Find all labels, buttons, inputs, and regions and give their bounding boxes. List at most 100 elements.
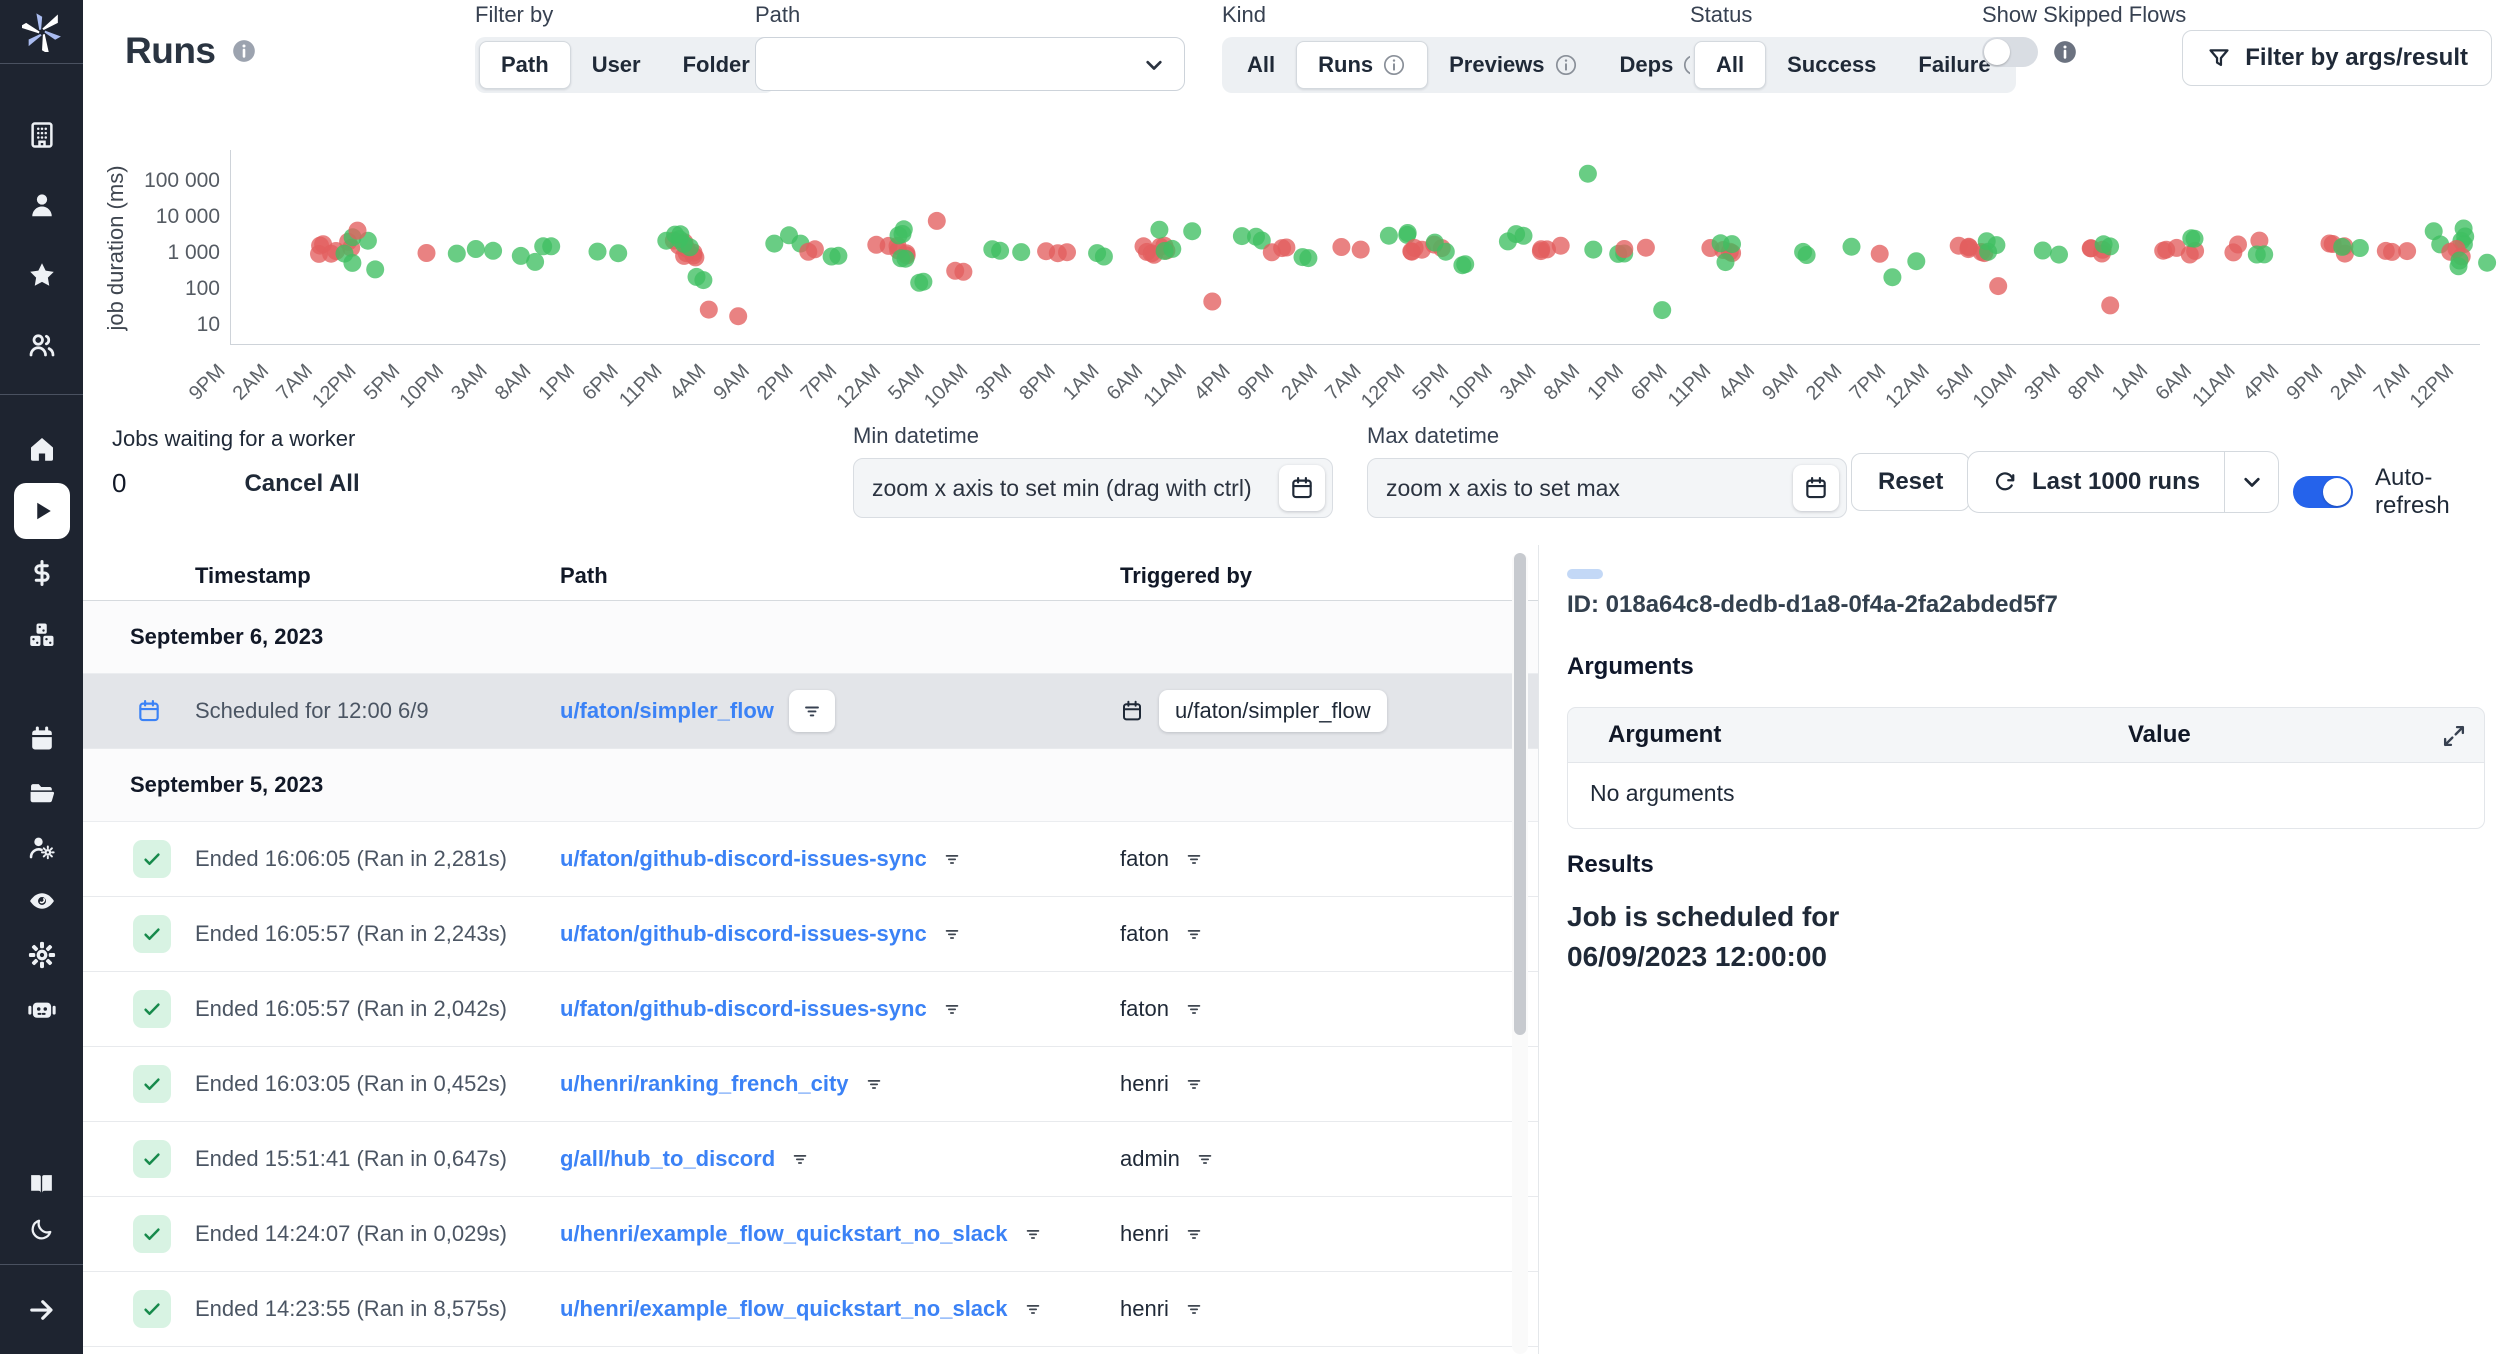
sidebar-item-home[interactable] <box>0 418 83 480</box>
last-runs-button[interactable]: Last 1000 runs <box>1968 452 2224 512</box>
svg-text:3AM: 3AM <box>447 360 492 405</box>
info-icon[interactable] <box>1554 53 1578 77</box>
info-icon[interactable] <box>1382 53 1406 77</box>
sidebar-item-users[interactable] <box>0 310 83 380</box>
run-row[interactable]: Ended 14:24:07 (Ran in 0,029s) u/henri/ex… <box>83 1197 1538 1272</box>
svg-text:8PM: 8PM <box>2064 360 2109 405</box>
max-datetime-input[interactable] <box>1368 459 1846 517</box>
filter-by-option-folder[interactable]: Folder <box>662 41 771 89</box>
filter-by-path-icon[interactable] <box>864 1074 884 1094</box>
filter-by-path-button[interactable] <box>788 690 835 732</box>
status-label: Status <box>1690 2 1753 27</box>
kind-option-runs[interactable]: Runs <box>1296 41 1429 89</box>
kind-option-previews[interactable]: Previews <box>1428 41 1598 89</box>
svg-text:10AM: 10AM <box>1969 360 2022 413</box>
filter-by-user-icon[interactable] <box>1184 924 1204 944</box>
path-select[interactable] <box>755 37 1185 91</box>
run-path-link[interactable]: g/all/hub_to_discord <box>560 1146 776 1171</box>
run-path-link[interactable]: u/faton/simpler_flow <box>560 698 774 723</box>
run-path-link[interactable]: u/faton/github-discord-issues-sync <box>560 846 927 871</box>
run-path-link[interactable]: u/faton/github-discord-issues-sync <box>560 921 927 946</box>
run-row[interactable]: Ended 15:51:41 (Ran in 0,647s) g/all/hub_… <box>83 1122 1538 1197</box>
filter-bars-icon <box>801 700 823 722</box>
arguments-table-header: Argument Value <box>1567 707 2485 763</box>
run-path-link[interactable]: u/henri/example_flow_quickstart_no_slack <box>560 1296 1008 1321</box>
sidebar-item-dollar[interactable] <box>0 542 83 604</box>
sidebar-item-robot[interactable] <box>0 982 83 1036</box>
sidebar-item-book[interactable] <box>0 1160 83 1206</box>
filter-by-user-icon[interactable] <box>1195 1149 1215 1169</box>
sidebar-item-user-cog[interactable] <box>0 820 83 874</box>
filter-by-path-icon[interactable] <box>790 1149 810 1169</box>
argument-column: Argument <box>1608 721 1722 748</box>
kind-option-all[interactable]: All <box>1226 41 1296 89</box>
option-label: Deps <box>1619 52 1674 77</box>
run-row[interactable]: Scheduled for 12:00 6/9 u/faton/simpler_f… <box>83 674 1538 749</box>
table-scrollbar[interactable] <box>1512 553 1528 1354</box>
svg-text:2PM: 2PM <box>753 360 798 405</box>
filter-by-path-icon[interactable] <box>1023 1299 1043 1319</box>
run-timestamp: Scheduled for 12:00 6/9 <box>195 698 429 723</box>
user-cog-icon <box>28 833 56 861</box>
skipped-info-icon[interactable] <box>2052 39 2078 65</box>
sidebar-item-moon[interactable] <box>0 1206 83 1252</box>
svg-text:12AM: 12AM <box>833 360 886 413</box>
user-icon <box>27 190 57 220</box>
sidebar-item-eye[interactable] <box>0 874 83 928</box>
filter-by-option-path[interactable]: Path <box>479 41 571 89</box>
sidebar-item-calendar[interactable] <box>0 712 83 766</box>
filter-by-user-icon[interactable] <box>1184 1299 1204 1319</box>
filter-by-option-user[interactable]: User <box>571 41 662 89</box>
main-content: Runs Filter by Path User Folder Path Kind … <box>83 0 2500 1354</box>
scrollbar-thumb[interactable] <box>1514 553 1526 1035</box>
filter-by-path-icon[interactable] <box>942 999 962 1019</box>
run-path-link[interactable]: u/faton/github-discord-issues-sync <box>560 996 927 1021</box>
run-row[interactable]: Ended 16:03:05 (Ran in 0,452s) u/henri/ra… <box>83 1047 1538 1122</box>
page-title-row: Runs <box>125 30 257 72</box>
reset-button[interactable]: Reset <box>1851 453 1971 511</box>
cancel-all-button[interactable]: Cancel All <box>244 469 360 497</box>
sidebar-item-settings[interactable] <box>0 928 83 982</box>
kind-option-deps[interactable]: Deps <box>1599 41 1728 89</box>
arguments-title: Arguments <box>1567 653 1694 680</box>
filter-by-path-icon[interactable] <box>942 924 962 944</box>
filter-by-args-button[interactable]: Filter by args/result <box>2182 30 2492 86</box>
windmill-logo[interactable] <box>0 0 83 64</box>
run-path-link[interactable]: u/henri/example_flow_quickstart_no_slack <box>560 1221 1008 1246</box>
filter-by-user-icon[interactable] <box>1184 849 1204 869</box>
filter-by-path-icon[interactable] <box>1023 1224 1043 1244</box>
sidebar-item-user[interactable] <box>0 170 83 240</box>
skipped-flows-toggle[interactable] <box>1982 37 2038 67</box>
runs-info-icon[interactable] <box>231 38 257 64</box>
max-datetime-calendar-button[interactable] <box>1793 465 1839 511</box>
sidebar-item-cubes[interactable] <box>0 604 83 666</box>
chart-plot-area[interactable] <box>230 150 2497 345</box>
status-option-failure[interactable]: Failure <box>1897 41 2011 89</box>
filter-by-user-icon[interactable] <box>1184 1224 1204 1244</box>
sidebar-item-folder[interactable] <box>0 766 83 820</box>
run-row[interactable]: Ended 14:23:55 (Ran in 8,575s) u/henri/ex… <box>83 1272 1538 1347</box>
duration-chart[interactable]: job duration (ms) 100 000 10 000 1 000 100 1… <box>83 140 2500 440</box>
sidebar-item-star[interactable] <box>0 240 83 310</box>
option-label: All <box>1247 52 1276 77</box>
expand-icon[interactable] <box>2440 722 2468 750</box>
filter-by-path-icon[interactable] <box>942 849 962 869</box>
sidebar-item-building[interactable] <box>0 100 83 170</box>
status-option-success[interactable]: Success <box>1766 41 1897 89</box>
svg-text:2AM: 2AM <box>229 360 274 405</box>
run-row[interactable]: Ended 16:05:57 (Ran in 2,243s) u/faton/gi… <box>83 897 1538 972</box>
sidebar-item-play[interactable] <box>0 480 83 542</box>
min-datetime-input[interactable] <box>854 459 1332 517</box>
run-row[interactable]: Ended 16:05:57 (Ran in 2,042s) u/faton/gi… <box>83 972 1538 1047</box>
runs-window-dropdown[interactable] <box>2224 452 2278 512</box>
min-datetime-calendar-button[interactable] <box>1279 465 1325 511</box>
svg-text:1AM: 1AM <box>1059 360 1104 405</box>
run-row[interactable]: Ended 16:06:05 (Ran in 2,281s) u/faton/gi… <box>83 822 1538 897</box>
run-path-link[interactable]: u/henri/ranking_french_city <box>560 1071 849 1096</box>
auto-refresh-toggle[interactable] <box>2293 476 2353 508</box>
filter-by-user-icon[interactable] <box>1184 999 1204 1019</box>
sidebar-item-arrow-right[interactable] <box>0 1282 83 1338</box>
eye-icon <box>28 887 56 915</box>
filter-by-user-icon[interactable] <box>1184 1074 1204 1094</box>
status-option-all[interactable]: All <box>1694 41 1767 89</box>
